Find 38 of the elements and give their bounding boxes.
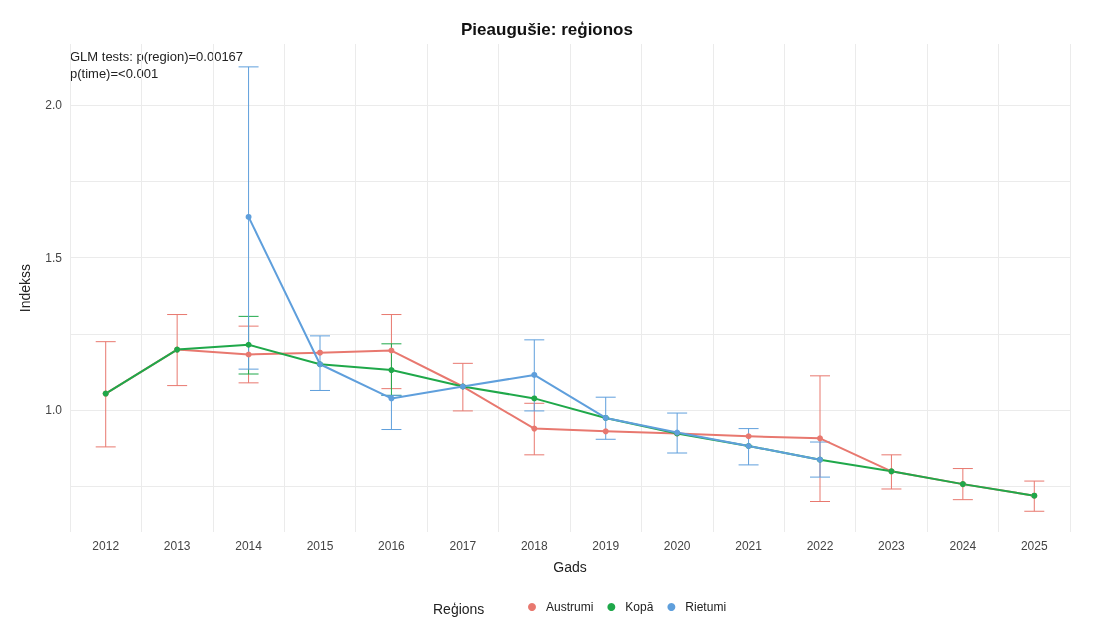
x-tick-label: 2015 [306, 539, 334, 553]
y-tick-label: 1.0 [45, 403, 63, 417]
x-tick-label: 2024 [949, 539, 977, 553]
annotation: GLM tests: p(region)=0.00167 p(time)=<0.001 [70, 49, 244, 81]
point [388, 395, 395, 402]
x-tick-label: 2022 [806, 539, 834, 553]
x-tick-label: 2023 [878, 539, 906, 553]
x-tick-label: 2021 [735, 539, 763, 553]
point [817, 435, 823, 442]
x-tick-label: 2025 [1020, 539, 1048, 553]
x-tick-label: 2014 [235, 539, 263, 553]
legend-label: Kopā [625, 600, 654, 614]
point [531, 395, 538, 402]
x-tick-label: 2012 [92, 539, 120, 553]
point [388, 347, 395, 354]
y-tick-label: 1.5 [45, 250, 63, 265]
legend-label: Austrumi [546, 600, 594, 614]
x-tick-label: 2018 [520, 539, 548, 553]
point [245, 341, 252, 348]
legend-title: Reģions [433, 601, 485, 617]
x-axis-title: Gads [553, 559, 587, 575]
point [531, 425, 538, 432]
point [245, 351, 252, 358]
point [602, 428, 609, 435]
point [317, 349, 323, 356]
y-axis-title: Indekss [17, 263, 33, 313]
point [745, 433, 752, 440]
point [388, 367, 395, 374]
point [531, 371, 538, 378]
legend-label: Rietumi [685, 600, 727, 614]
x-tick-label: 2016 [378, 539, 406, 553]
x-tick-label: 2019 [592, 539, 620, 553]
x-tick-label: 2013 [163, 539, 191, 553]
point [245, 213, 252, 220]
chart-title: Pieaugušie: reģionos [461, 20, 633, 39]
x-tick-label: 2020 [663, 539, 691, 553]
y-tick-label: 2.0 [45, 98, 63, 112]
x-tick-label: 2017 [449, 539, 477, 553]
